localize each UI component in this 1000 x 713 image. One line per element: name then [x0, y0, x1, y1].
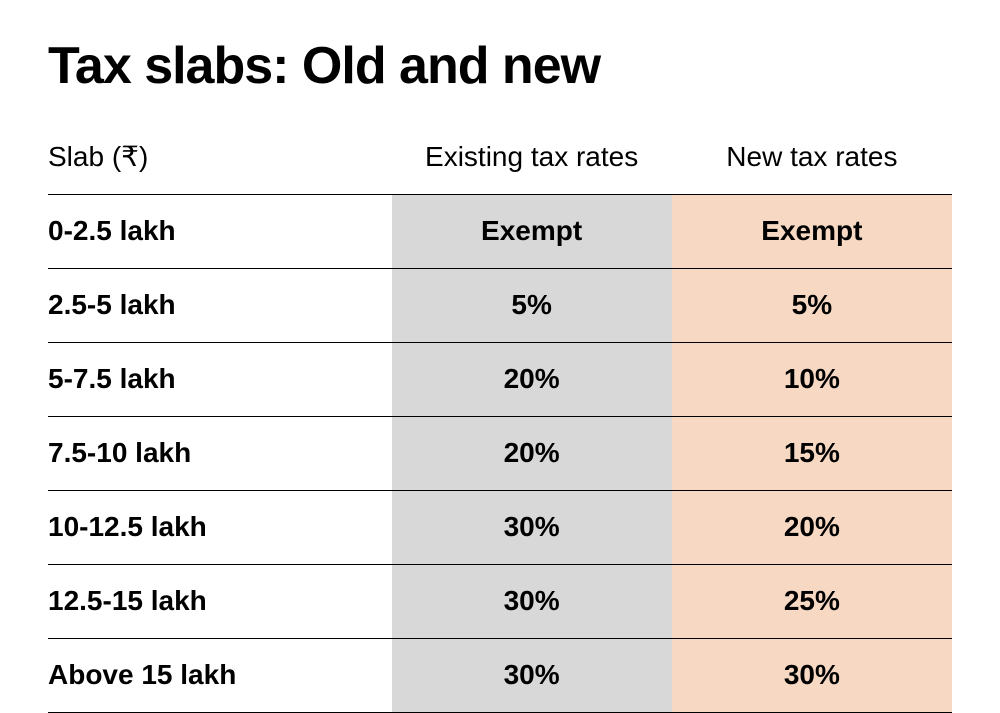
new-rate-cell: 30% [672, 638, 952, 712]
existing-rate-cell: Exempt [392, 194, 672, 268]
existing-rate-cell: 20% [392, 342, 672, 416]
new-rate-cell: 20% [672, 490, 952, 564]
col-header-existing: Existing tax rates [392, 120, 672, 194]
page-title: Tax slabs: Old and new [48, 36, 952, 96]
new-rate-cell: 15% [672, 416, 952, 490]
slab-cell: Above 15 lakh [48, 638, 392, 712]
slab-cell: 10-12.5 lakh [48, 490, 392, 564]
tax-slab-table: Slab (₹) Existing tax rates New tax rate… [48, 120, 952, 713]
table-row: 12.5-15 lakh 30% 25% [48, 564, 952, 638]
table-row: Above 15 lakh 30% 30% [48, 638, 952, 712]
new-rate-cell: 25% [672, 564, 952, 638]
slab-cell: 5-7.5 lakh [48, 342, 392, 416]
new-rate-cell: 5% [672, 268, 952, 342]
slab-cell: 2.5-5 lakh [48, 268, 392, 342]
slab-cell: 0-2.5 lakh [48, 194, 392, 268]
existing-rate-cell: 5% [392, 268, 672, 342]
table-header-row: Slab (₹) Existing tax rates New tax rate… [48, 120, 952, 194]
existing-rate-cell: 30% [392, 564, 672, 638]
slab-cell: 7.5-10 lakh [48, 416, 392, 490]
existing-rate-cell: 30% [392, 490, 672, 564]
table-row: 2.5-5 lakh 5% 5% [48, 268, 952, 342]
table-row: 10-12.5 lakh 30% 20% [48, 490, 952, 564]
existing-rate-cell: 30% [392, 638, 672, 712]
new-rate-cell: Exempt [672, 194, 952, 268]
table-row: 0-2.5 lakh Exempt Exempt [48, 194, 952, 268]
col-header-new: New tax rates [672, 120, 952, 194]
existing-rate-cell: 20% [392, 416, 672, 490]
table-row: 5-7.5 lakh 20% 10% [48, 342, 952, 416]
new-rate-cell: 10% [672, 342, 952, 416]
table-row: 7.5-10 lakh 20% 15% [48, 416, 952, 490]
slab-cell: 12.5-15 lakh [48, 564, 392, 638]
table-body: 0-2.5 lakh Exempt Exempt 2.5-5 lakh 5% 5… [48, 194, 952, 712]
col-header-slab: Slab (₹) [48, 120, 392, 194]
